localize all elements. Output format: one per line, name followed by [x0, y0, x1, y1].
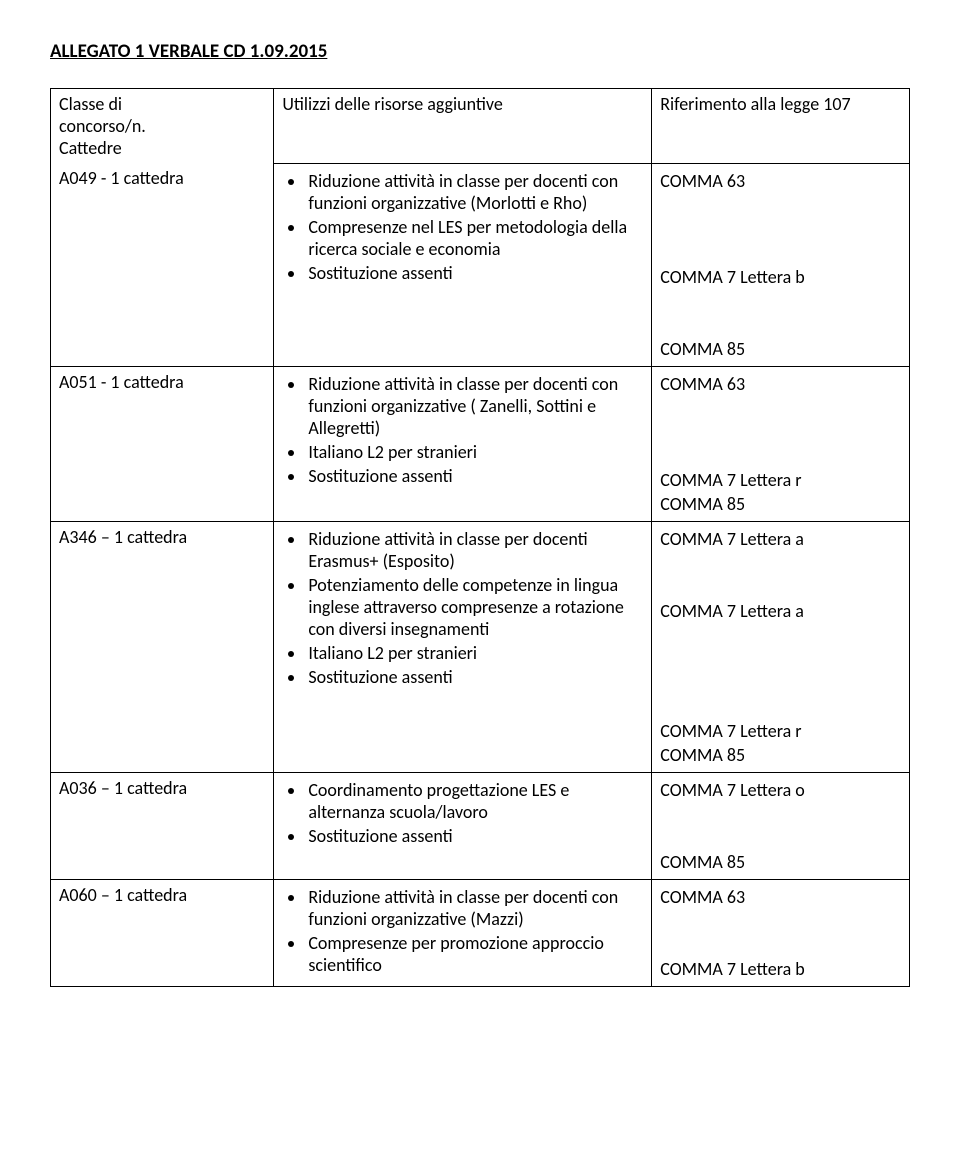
- row-refs: COMMA 63 COMMA 7 Lettera b: [652, 879, 910, 986]
- table-row: A346 – 1 cattedra Riduzione attività in …: [51, 521, 910, 772]
- ref-text: [660, 672, 901, 694]
- ref-text: COMMA 85: [660, 493, 901, 515]
- ref-text: [660, 910, 901, 932]
- ref-text: COMMA 63: [660, 170, 901, 192]
- row-label: A051 - 1 cattedra: [51, 366, 274, 521]
- list-item: Compresenze per promozione approccio sci…: [306, 932, 643, 976]
- table-row: A036 – 1 cattedra Coordinamento progetta…: [51, 772, 910, 879]
- ref-text: [660, 218, 901, 240]
- list-item: Compresenze nel LES per metodologia dell…: [306, 216, 643, 260]
- table-row: A060 – 1 cattedra Riduzione attività in …: [51, 879, 910, 986]
- ref-text: [660, 803, 901, 825]
- ref-text: COMMA 63: [660, 373, 901, 395]
- header-row: Classe di concorso/n. Cattedre Utilizzi …: [51, 89, 910, 164]
- ref-text: COMMA 7 Lettera a: [660, 528, 901, 550]
- ref-text: [660, 194, 901, 216]
- list-item: Riduzione attività in classe per docenti…: [306, 373, 643, 439]
- ref-text: [660, 576, 901, 598]
- row-refs: COMMA 63 COMMA 7 Lettera r COMMA 85: [652, 366, 910, 521]
- list-item: Sostituzione assenti: [306, 465, 643, 487]
- ref-text: [660, 290, 901, 312]
- ref-text: COMMA 7 Lettera o: [660, 779, 901, 801]
- row-items: Riduzione attività in classe per docenti…: [274, 521, 652, 772]
- ref-text: [660, 421, 901, 443]
- ref-text: [660, 934, 901, 956]
- ref-text: COMMA 7 Lettera a: [660, 600, 901, 622]
- row-items: Riduzione attività in classe per docenti…: [274, 879, 652, 986]
- ref-text: COMMA 85: [660, 744, 901, 766]
- list-item: Sostituzione assenti: [306, 825, 643, 847]
- row-label: A346 – 1 cattedra: [51, 521, 274, 772]
- row-label: A036 – 1 cattedra: [51, 772, 274, 879]
- row-items: Riduzione attività in classe per docenti…: [274, 366, 652, 521]
- ref-text: [660, 314, 901, 336]
- header-col1-line2: concorso/n.: [59, 115, 265, 137]
- ref-text: [660, 445, 901, 467]
- ref-text: [660, 624, 901, 646]
- row-refs: COMMA 63 COMMA 7 Lettera b COMMA 85: [652, 163, 910, 366]
- header-col1-line3: Cattedre: [59, 137, 265, 159]
- row-label: A060 – 1 cattedra: [51, 879, 274, 986]
- ref-text: COMMA 63: [660, 886, 901, 908]
- ref-text: COMMA 7 Lettera b: [660, 958, 901, 980]
- ref-text: [660, 648, 901, 670]
- ref-text: [660, 696, 901, 718]
- table-row: A049 - 1 cattedra Riduzione attività in …: [51, 163, 910, 366]
- ref-text: COMMA 7 Lettera b: [660, 266, 901, 288]
- ref-text: COMMA 85: [660, 851, 901, 873]
- row-label: A049 - 1 cattedra: [51, 163, 274, 366]
- list-item: Coordinamento progettazione LES e altern…: [306, 779, 643, 823]
- ref-text: COMMA 7 Lettera r: [660, 720, 901, 742]
- list-item: Riduzione attività in classe per docenti…: [306, 528, 643, 572]
- list-item: Italiano L2 per stranieri: [306, 441, 643, 463]
- row-refs: COMMA 7 Lettera a COMMA 7 Lettera a COMM…: [652, 521, 910, 772]
- document-title: ALLEGATO 1 VERBALE CD 1.09.2015: [50, 40, 910, 63]
- header-col3: Riferimento alla legge 107: [652, 89, 910, 164]
- row-items: Coordinamento progettazione LES e altern…: [274, 772, 652, 879]
- header-col1-line1: Classe di: [59, 93, 265, 115]
- ref-text: COMMA 85: [660, 338, 901, 360]
- row-refs: COMMA 7 Lettera o COMMA 85: [652, 772, 910, 879]
- list-item: Sostituzione assenti: [306, 262, 643, 284]
- ref-text: [660, 242, 901, 264]
- ref-text: [660, 827, 901, 849]
- main-table: Classe di concorso/n. Cattedre Utilizzi …: [50, 88, 910, 987]
- table-row: A051 - 1 cattedra Riduzione attività in …: [51, 366, 910, 521]
- list-item: Potenziamento delle competenze in lingua…: [306, 574, 643, 640]
- list-item: Sostituzione assenti: [306, 666, 643, 688]
- list-item: Riduzione attività in classe per docenti…: [306, 170, 643, 214]
- header-col1: Classe di concorso/n. Cattedre: [51, 89, 274, 164]
- header-col2: Utilizzi delle risorse aggiuntive: [274, 89, 652, 164]
- row-items: Riduzione attività in classe per docenti…: [274, 163, 652, 366]
- ref-text: [660, 552, 901, 574]
- ref-text: COMMA 7 Lettera r: [660, 469, 901, 491]
- list-item: Riduzione attività in classe per docenti…: [306, 886, 643, 930]
- list-item: Italiano L2 per stranieri: [306, 642, 643, 664]
- ref-text: [660, 397, 901, 419]
